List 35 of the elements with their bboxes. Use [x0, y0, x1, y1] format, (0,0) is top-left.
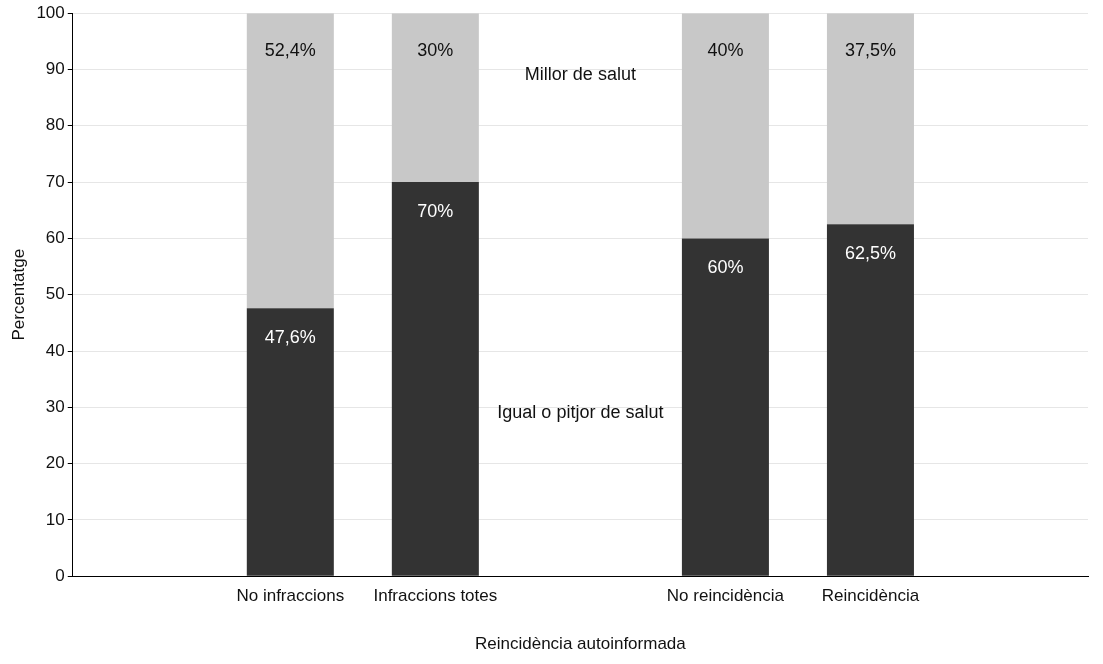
bar: [681, 238, 769, 576]
text: Millor de salut: [524, 64, 636, 85]
bar: [391, 182, 479, 576]
data-label: 47,6%: [264, 327, 316, 348]
y-tick-label: 100: [36, 2, 65, 22]
x-axis-title: Reincidència autoinformada: [475, 634, 687, 654]
bar: [826, 13, 914, 225]
data-label: 52,4%: [264, 40, 316, 61]
data-label: 30%: [417, 40, 454, 61]
data-label: 37,5%: [844, 40, 896, 61]
y-tick-label: 60: [45, 228, 65, 248]
y-tick-label: 50: [45, 284, 65, 304]
bar: [681, 13, 769, 239]
bar: [246, 13, 334, 309]
y-tick-label: 70: [45, 171, 65, 191]
y-tick-label: 10: [45, 509, 65, 529]
y-tick-label: 30: [45, 396, 65, 416]
data-label: 62,5%: [844, 243, 896, 264]
series-label: Igual o pitjor de salut: [497, 401, 664, 422]
y-tick-label: 90: [45, 59, 65, 79]
bar: [246, 308, 334, 576]
x-tick-label: Infraccions totes: [373, 586, 498, 606]
data-label: 60%: [707, 257, 744, 278]
data-label: 40%: [707, 40, 744, 61]
x-tick-label: No infraccions: [236, 586, 345, 606]
data-label: 70%: [417, 201, 454, 222]
y-tick-label: 20: [45, 453, 65, 473]
x-tick-label: No reincidència: [666, 586, 785, 606]
bar: [826, 224, 914, 576]
x-tick-label: Reincidència: [821, 586, 920, 606]
y-tick-label: 0: [55, 565, 65, 585]
y-axis-title: Percentatge: [8, 248, 28, 341]
y-tick-label: 80: [45, 115, 65, 135]
bar: [391, 13, 479, 183]
y-tick-label: 40: [45, 340, 65, 360]
